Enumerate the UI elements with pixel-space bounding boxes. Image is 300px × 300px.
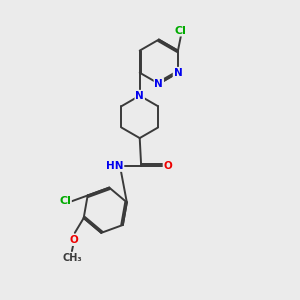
Text: HN: HN — [106, 161, 123, 171]
Text: N: N — [174, 68, 182, 78]
Text: Cl: Cl — [175, 26, 187, 36]
Text: CH₃: CH₃ — [62, 253, 82, 262]
Text: O: O — [70, 235, 79, 245]
Text: Cl: Cl — [59, 196, 71, 206]
Text: N: N — [154, 79, 163, 89]
Text: N: N — [135, 91, 144, 101]
Text: O: O — [164, 161, 172, 171]
